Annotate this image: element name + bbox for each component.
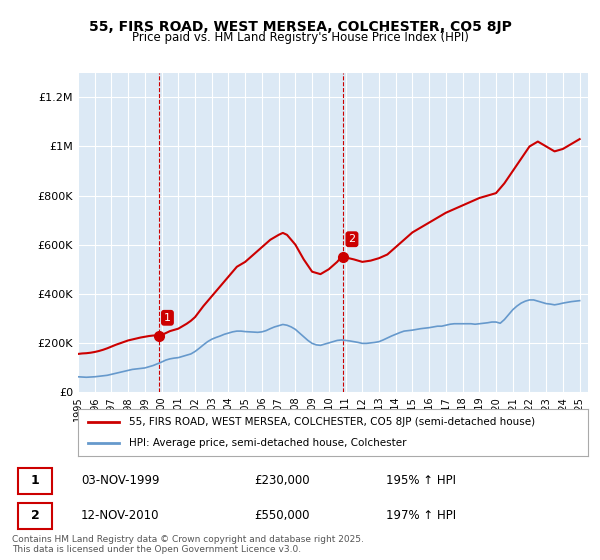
Text: 1: 1 bbox=[164, 313, 171, 323]
Text: 12-NOV-2010: 12-NOV-2010 bbox=[81, 509, 160, 522]
Text: 55, FIRS ROAD, WEST MERSEA, COLCHESTER, CO5 8JP: 55, FIRS ROAD, WEST MERSEA, COLCHESTER, … bbox=[89, 20, 511, 34]
Text: 2: 2 bbox=[349, 234, 356, 244]
Text: 197% ↑ HPI: 197% ↑ HPI bbox=[386, 509, 457, 522]
Text: 2: 2 bbox=[31, 509, 40, 522]
Text: £550,000: £550,000 bbox=[254, 509, 310, 522]
Text: Contains HM Land Registry data © Crown copyright and database right 2025.
This d: Contains HM Land Registry data © Crown c… bbox=[12, 535, 364, 554]
FancyBboxPatch shape bbox=[18, 503, 52, 529]
Text: £230,000: £230,000 bbox=[254, 474, 310, 487]
Text: HPI: Average price, semi-detached house, Colchester: HPI: Average price, semi-detached house,… bbox=[129, 438, 407, 448]
FancyBboxPatch shape bbox=[18, 468, 52, 494]
Text: 1: 1 bbox=[31, 474, 40, 487]
Text: 195% ↑ HPI: 195% ↑ HPI bbox=[386, 474, 457, 487]
Text: 55, FIRS ROAD, WEST MERSEA, COLCHESTER, CO5 8JP (semi-detached house): 55, FIRS ROAD, WEST MERSEA, COLCHESTER, … bbox=[129, 417, 535, 427]
Text: 03-NOV-1999: 03-NOV-1999 bbox=[81, 474, 160, 487]
Text: Price paid vs. HM Land Registry's House Price Index (HPI): Price paid vs. HM Land Registry's House … bbox=[131, 31, 469, 44]
